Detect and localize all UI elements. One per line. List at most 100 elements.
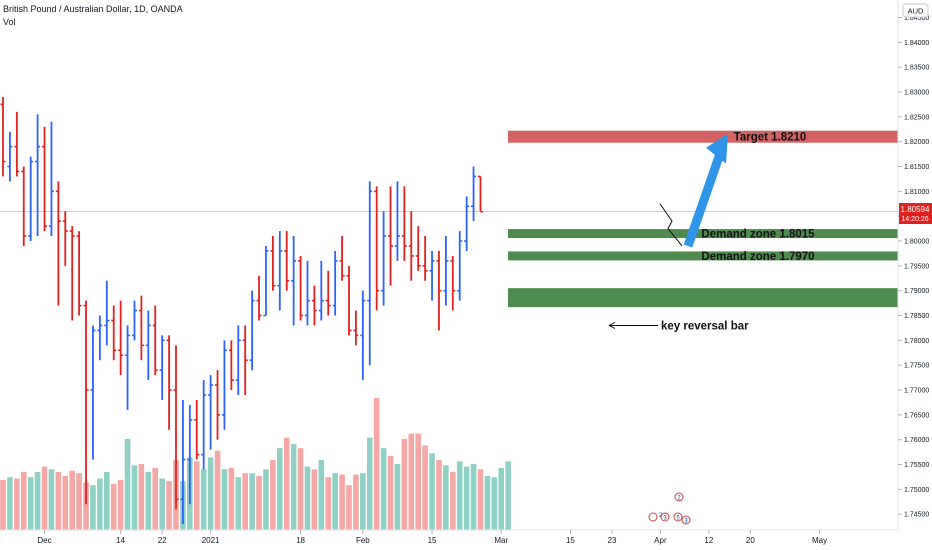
ohlc-bar (318, 260, 324, 321)
volume-bar (90, 485, 96, 530)
currency-button[interactable]: AUD (902, 3, 929, 18)
volume-bar (263, 469, 269, 530)
price-tick-label: 1.76500 (904, 412, 929, 419)
ohlc-bar (457, 231, 463, 301)
ohlc-bar (339, 236, 345, 281)
price-tick-label: 1.82000 (904, 139, 929, 146)
price-tick-label: 1.83500 (904, 65, 929, 72)
ohlc-bar (332, 250, 338, 316)
ohlc-bar (477, 175, 483, 213)
ohlc-bar (429, 250, 435, 301)
key-reversal-label: key reversal bar (661, 320, 749, 332)
ohlc-bar (152, 305, 158, 376)
demand-zone-3 (508, 288, 898, 308)
volume-bar (214, 450, 221, 530)
symbol-title[interactable]: British Pound / Australian Dollar, 1D, O… (3, 4, 183, 14)
ohlc-bar (173, 345, 179, 510)
ohlc-bar (159, 335, 165, 400)
volume-bar (235, 477, 242, 530)
price-tick-label: 1.77000 (904, 388, 929, 395)
ohlc-bar (381, 211, 387, 306)
volume-bar (346, 485, 352, 530)
volume-bar (373, 398, 380, 530)
ohlc-bar (374, 186, 380, 311)
flag-au-icon[interactable] (674, 492, 684, 502)
time-tick-label: Apr (654, 536, 667, 545)
price-tick-label: 1.83000 (904, 90, 929, 97)
volume-bar (277, 448, 283, 530)
volume-bars (0, 398, 511, 530)
volume-bar (110, 483, 117, 530)
volume-bar (408, 433, 415, 530)
ohlc-bar (325, 270, 331, 316)
volume-bar (429, 453, 435, 530)
time-tick-label: Dec (37, 536, 51, 545)
ohlc-bar (187, 404, 193, 505)
flag-gb-icon-2[interactable] (673, 512, 683, 522)
target-arrow-head (706, 133, 728, 164)
volume-bar (353, 474, 359, 530)
volume-bar (290, 444, 297, 530)
ohlc-bar (145, 310, 151, 381)
volume-bar (7, 477, 13, 530)
ohlc-bar (118, 300, 124, 376)
volume-bar (34, 471, 41, 530)
ohlc-bar (422, 236, 428, 281)
volume-bar (387, 456, 394, 530)
ohlc-bar (235, 325, 241, 395)
price-axis[interactable]: 1.84500 1.84000 1.83500 1.83000 1.82500 1.820… (898, 15, 929, 519)
volume-bar (69, 470, 75, 530)
ohlc-bar (104, 280, 110, 346)
target-label: Target 1.8210 (734, 132, 807, 144)
ohlc-bar (215, 370, 221, 440)
volume-bar (297, 448, 304, 530)
ohlc-bar (401, 186, 407, 261)
volume-bar (283, 437, 290, 530)
ohlc-bar (443, 236, 449, 306)
volume-bar (41, 466, 48, 530)
volume-bar (505, 461, 511, 530)
currency-label: AUD (908, 7, 924, 16)
volume-bar (394, 464, 401, 530)
ohlc-bar (42, 126, 48, 232)
ohlc-bar (166, 335, 172, 430)
volume-bar (193, 461, 200, 530)
ohlc-bar (311, 285, 317, 326)
time-axis[interactable]: Dec 14 22 2021 18 Feb 15 Mar 15 23 Apr 12 20 May (37, 530, 827, 545)
event-icons[interactable]: 2 2 3 5 3 (648, 492, 691, 525)
ohlc-bar (436, 250, 442, 331)
ohlc-bar (471, 166, 477, 222)
flag-au-icon-3[interactable] (681, 515, 691, 525)
ohlc-bar (62, 211, 68, 266)
ohlc-bar (346, 265, 352, 336)
indicator-label[interactable]: Vol (3, 17, 16, 27)
volume-bar (304, 466, 311, 530)
time-tick-label: Feb (356, 536, 370, 545)
ohlc-bar (48, 121, 54, 237)
volume-bar (97, 478, 103, 530)
volume-bar (117, 479, 124, 530)
time-tick-label: 15 (428, 536, 437, 545)
price-tick-label: 1.79500 (904, 263, 929, 270)
ohlc-bar (131, 300, 137, 341)
time-tick-label: 12 (704, 536, 713, 545)
demand-zone-2 (508, 251, 898, 261)
volume-bar (270, 460, 276, 530)
ohlc-bar (201, 380, 207, 470)
ohlc-bar (138, 295, 144, 361)
ohlc-bar (249, 290, 255, 371)
price-tick-label: 1.78500 (904, 313, 929, 320)
volume-bar (104, 471, 110, 530)
projection-path (659, 203, 683, 247)
ohlc-bar (111, 305, 117, 361)
zones (508, 130, 898, 308)
flag-au-icon-2[interactable] (660, 512, 670, 522)
volume-bar (325, 477, 332, 530)
time-tick-label: Mar (494, 536, 508, 545)
volume-bar (339, 474, 345, 530)
flag-gb-icon[interactable] (648, 512, 658, 522)
ohlc-bar (228, 340, 234, 391)
volume-bar (124, 438, 131, 530)
time-tick-label: 2021 (202, 536, 220, 545)
